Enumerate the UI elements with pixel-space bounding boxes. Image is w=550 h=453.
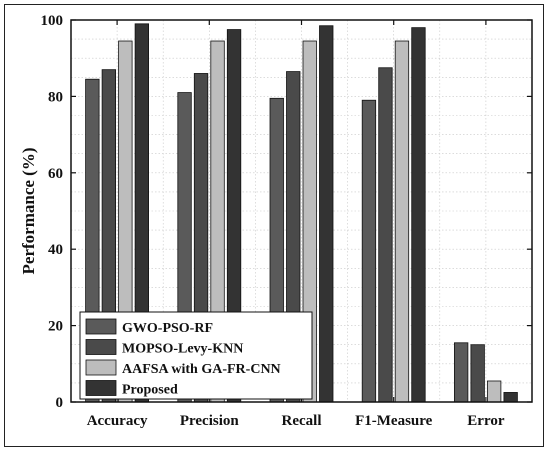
bar [486,380,502,403]
y-tick-label: 0 [56,395,64,411]
y-tick-label: 100 [41,13,64,29]
legend: GWO-PSO-RF MOPSO-Levy-KNN AAFSA with GA-FR… [79,311,313,400]
legend-swatch [85,339,117,355]
bar [470,344,485,403]
y-tick-label: 40 [48,242,63,258]
legend-label: AAFSA with GA-FR-CNN [122,362,281,377]
x-tick-label: Precision [180,413,240,429]
y-tick-label: 20 [48,319,63,335]
legend-swatch [85,380,117,396]
legend-label: GWO-PSO-RF [122,321,213,336]
legend-label: Proposed [122,383,178,398]
y-axis-title: Performance (%) [19,148,38,275]
bar [361,99,377,403]
bar [503,392,518,403]
y-tick-label: 60 [48,166,63,182]
bar [319,25,334,403]
legend-box [79,311,313,400]
legend-swatch [85,318,117,335]
legend-swatch [85,359,117,376]
y-axis-title-group: Performance (%) [19,148,38,275]
y-tick-label: 80 [48,89,63,105]
bar [378,67,393,403]
axis-ticks: 0 20 40 60 80 100 Accuracy Precision Recall F1-Me… [41,13,532,429]
x-tick-label: Accuracy [87,413,148,429]
bar [453,342,469,403]
bar [394,40,410,403]
x-tick-label: F1-Measure [355,413,433,429]
x-tick-label: Error [467,413,505,429]
legend-label: MOPSO-Levy-KNN [122,342,243,357]
x-tick-label: Recall [282,413,322,429]
bar [411,27,426,403]
